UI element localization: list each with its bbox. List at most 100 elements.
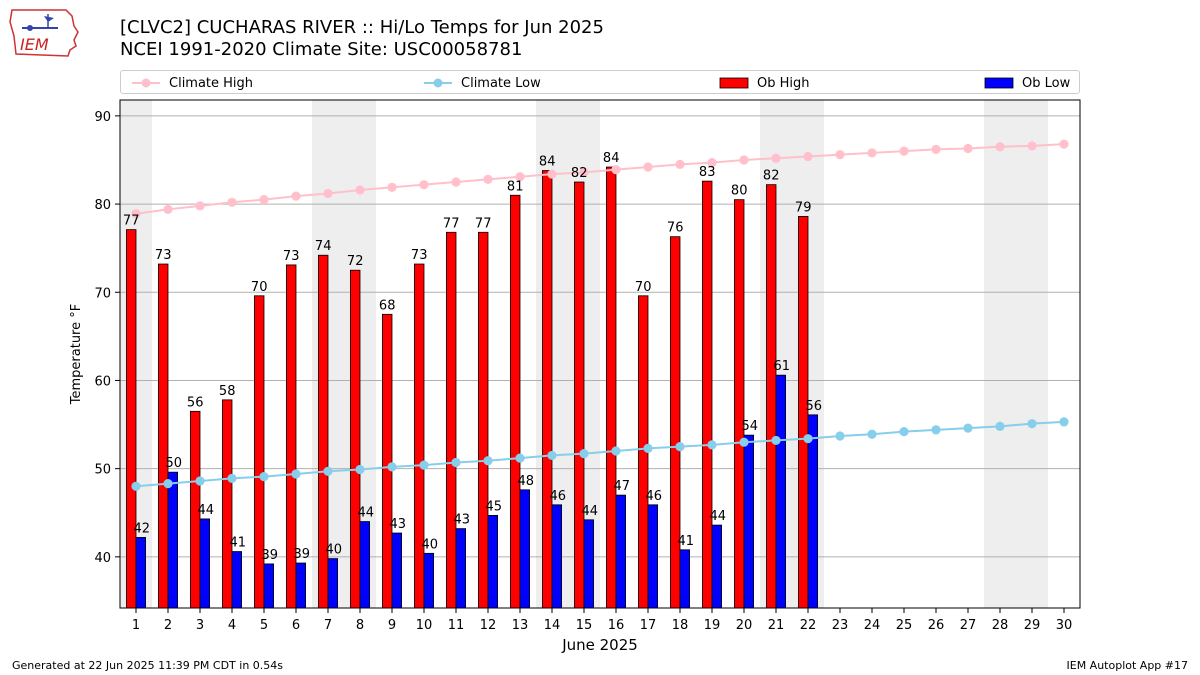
climate-high-point [483,174,493,184]
climate-high-point [323,188,333,199]
ob-low-bar [743,434,755,609]
y-tick-label: 60 [94,374,111,389]
ob-low-label: 42 [134,521,151,536]
ob-high-label: 72 [347,254,364,269]
x-tick-label: 13 [512,618,529,633]
ob-high-bar [477,231,489,609]
x-tick-label: 5 [260,618,268,633]
ob-low-bar [391,532,403,609]
climate-low-point [1059,417,1069,427]
x-tick-label: 7 [324,618,332,633]
legend-label-ob-low: Ob Low [1022,75,1071,91]
ob-low-label: 40 [422,537,439,552]
climate-low-point [707,440,717,450]
ob-low-bar [487,514,499,609]
climate-low-point [547,450,557,461]
climate-low-point [995,421,1005,431]
climate-high-point [675,159,685,169]
legend: Climate High Climate Low Ob High Ob Low [120,70,1080,94]
legend-label-ob-high: Ob High [757,75,810,91]
climate-high-point [355,185,365,195]
y-tick-label: 40 [94,551,111,566]
chart-subtitle: NCEI 1991-2020 Climate Site: USC00058781 [120,39,523,60]
climate-high-point [131,209,141,219]
x-tick-label: 8 [356,618,364,633]
ob-low-label: 41 [678,534,695,549]
ob-low-label: 44 [582,504,599,519]
ob-low-bar [327,558,339,609]
ob-high-label: 56 [187,395,204,410]
plot-frame [119,99,1081,609]
y-axis-label: Temperature °F [69,304,84,405]
x-tick-label: 3 [196,618,204,633]
iem-logo: IEM [8,6,82,58]
ob-high-label: 73 [155,248,172,263]
ob-low-label: 54 [742,419,759,434]
chart-title: [CLVC2] CUCHARAS RIVER :: Hi/Lo Temps fo… [120,17,604,38]
climate-high-point [419,180,429,190]
climate-high-point [227,197,237,207]
climate-low-point [483,456,493,466]
climate-low-point [675,442,685,452]
climate-high-point [931,144,941,154]
ob-high-swatch-icon [719,77,749,89]
climate-low-point [963,423,973,433]
ob-high-label: 82 [763,169,780,184]
x-tick-label: 10 [416,618,433,633]
climate-high-point [803,151,813,162]
climate-high-point [739,155,749,165]
climate-low-point [163,479,173,489]
x-axis-label: June 2025 [561,636,638,654]
ob-low-bar [679,549,691,609]
ob-low-label: 43 [454,513,471,528]
climate-low-line-icon [424,78,452,88]
ob-high-label: 84 [539,155,556,170]
ob-high-label: 73 [411,248,428,263]
y-tick-label: 70 [94,286,111,301]
climate-low-line [135,420,1065,488]
ob-low-bar [135,537,147,609]
climate-low-point [835,431,845,441]
ob-low-label: 39 [294,547,311,562]
climate-high-point [1027,141,1037,151]
x-tick-label: 19 [704,618,721,633]
ob-low-label: 44 [358,506,375,521]
ob-low-label: 40 [326,543,343,558]
climate-low-point [867,429,877,439]
climate-high-point [771,153,781,163]
climate-high-point [195,201,205,211]
climate-high-point [899,146,909,156]
x-tick-label: 15 [576,618,593,633]
ob-low-label: 43 [390,517,407,532]
ob-high-label: 77 [443,216,460,231]
climate-high-point [835,150,845,160]
x-tick-label: 16 [608,618,625,633]
x-tick-label: 6 [292,618,300,633]
legend-item-ob-low: Ob Low [984,71,1070,95]
x-tick-label: 22 [800,618,817,633]
ob-low-bar [583,519,595,609]
ob-high-label: 77 [475,216,492,231]
y-tick-label: 90 [94,110,111,125]
ob-low-bar [359,521,371,609]
ob-low-label: 46 [550,489,567,504]
ob-low-bar [263,563,275,609]
ob-high-bar [413,263,425,609]
climate-low-point [899,427,909,437]
x-tick-label: 24 [864,618,881,633]
ob-high-bar [126,229,137,609]
ob-high-bar [381,313,393,609]
ob-low-label: 44 [198,503,215,518]
x-tick-label: 9 [388,618,396,633]
climate-low-point [451,457,461,468]
x-tick-label: 28 [992,618,1009,633]
ob-high-label: 84 [603,151,620,166]
ob-low-bar [615,494,627,609]
ob-low-label: 47 [614,479,631,494]
ob-high-bar [221,399,233,609]
climate-high-point [611,165,621,175]
x-tick-label: 18 [672,618,689,633]
y-tick-label: 50 [94,463,111,478]
ob-low-bar [199,518,211,609]
legend-label-climate-low: Climate Low [461,75,541,91]
